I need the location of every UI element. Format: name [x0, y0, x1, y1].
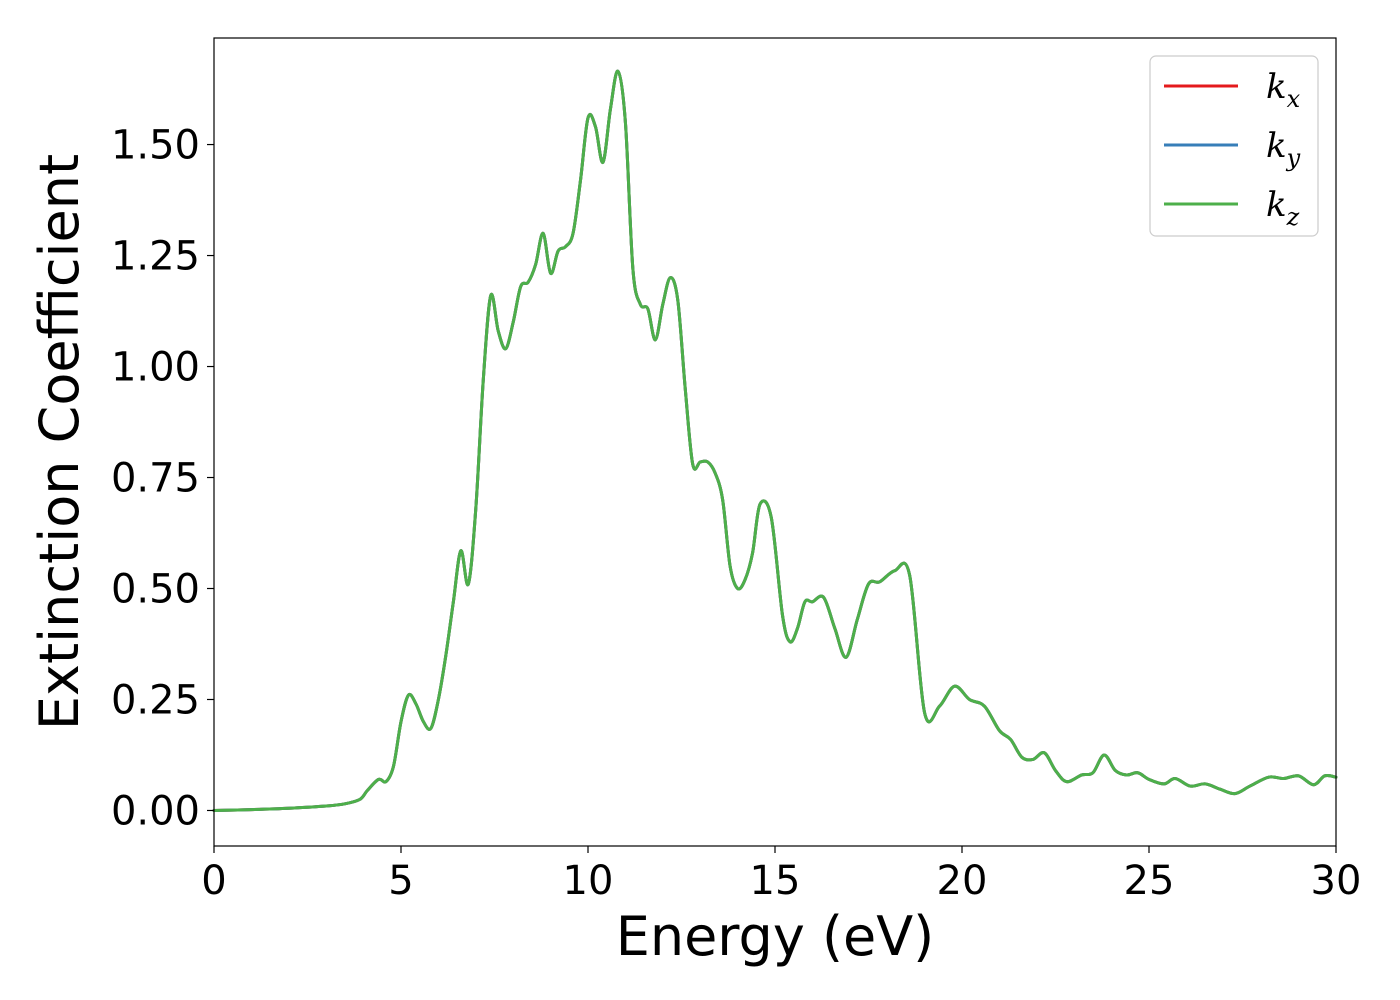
x-tick-label: 25	[1124, 858, 1175, 904]
series-layer	[212, 69, 1338, 812]
legend-label-kx: kx	[1266, 67, 1301, 113]
y-tick-label: 0.50	[111, 567, 200, 613]
x-tick-label: 10	[563, 858, 614, 904]
x-tick-label: 20	[937, 858, 988, 904]
x-tick-label: 5	[388, 858, 413, 904]
legend-label-kz: kz	[1266, 185, 1300, 231]
x-tick-label: 15	[750, 858, 801, 904]
x-axis-title: Energy (eV)	[616, 905, 935, 968]
y-tick-label: 0.25	[111, 677, 200, 723]
x-tick-label: 0	[201, 858, 226, 904]
y-tick-label: 1.50	[111, 123, 200, 169]
y-axis-title: Extinction Coefficient	[28, 154, 91, 730]
legend: kx ky kz	[1149, 55, 1319, 237]
legend-label-ky: ky	[1266, 126, 1301, 172]
y-tick-label: 1.00	[111, 345, 200, 391]
y-tick-label: 0.75	[111, 456, 200, 502]
y-axis-ticks: 0.00 0.25 0.50 0.75 1.00 1.25 1.50	[111, 123, 214, 834]
y-tick-label: 1.25	[111, 234, 200, 280]
y-tick-label: 0.00	[111, 788, 200, 834]
x-axis-ticks: 0 5 10 15 20 25 30	[201, 846, 1361, 904]
series-line-kz	[212, 69, 1338, 812]
x-tick-label: 30	[1311, 858, 1362, 904]
